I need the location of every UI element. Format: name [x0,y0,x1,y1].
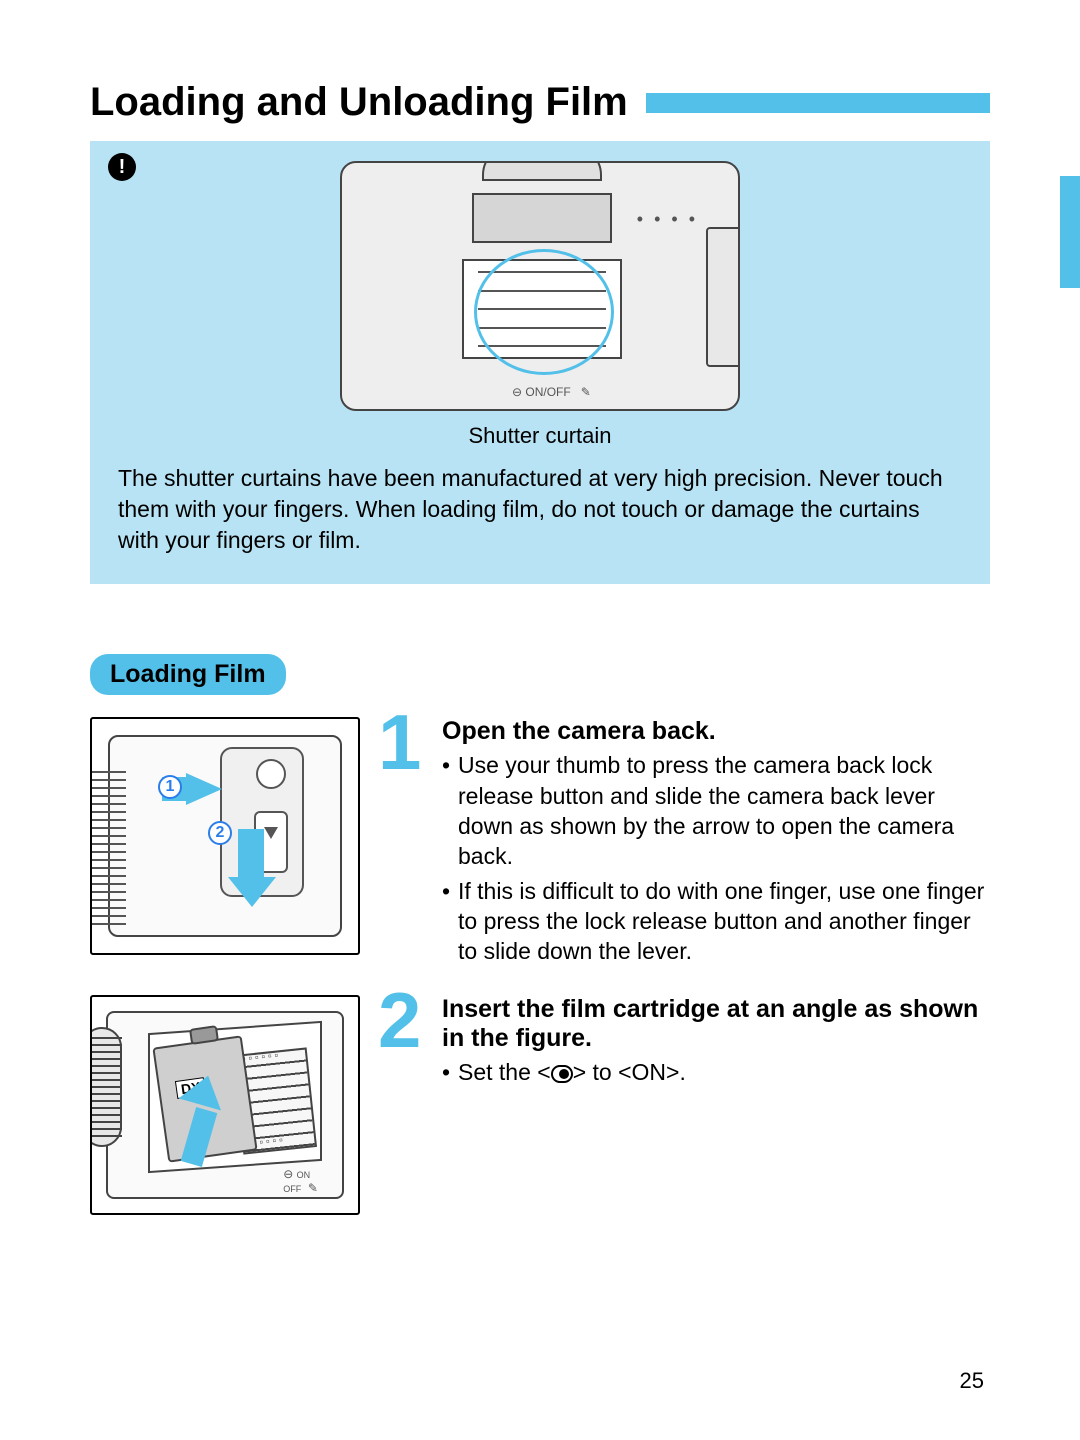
shutter-curtain-figure: • • • • ⊖ ON/OFF ✎ Shutter curtain [118,161,962,463]
step-1-figure: 1 2 [90,717,360,955]
manual-page: Loading and Unloading Film ! • • • • ⊖ O… [0,0,1080,1440]
step-1-title: Open the camera back. [442,717,990,746]
loading-film-section: Loading Film 1 2 [90,654,990,1215]
caution-icon: ! [108,153,136,181]
marker-2: 2 [208,821,232,845]
page-title: Loading and Unloading Film [90,80,628,125]
step-2-bullets: Set the <> to <ON>. [442,1057,990,1087]
page-title-row: Loading and Unloading Film [90,80,990,125]
step-1-bullets: Use your thumb to press the camera back … [442,750,990,967]
shutter-highlight-circle [474,249,614,375]
step-2-bullet-1: Set the <> to <ON>. [442,1057,990,1087]
step-2: ▫▫▫▫▫▫ ▫▫▫▫▫▫▫ DX ⊖ ONOFF ✎ 2 Insert the… [90,995,990,1215]
section-label: Loading Film [90,654,286,695]
marker-1: 1 [158,775,182,799]
camera-back-diagram: • • • • ⊖ ON/OFF ✎ [340,161,740,411]
page-number: 25 [960,1368,984,1394]
arrow-2-icon [238,829,264,879]
figure-caption: Shutter curtain [468,423,611,449]
step-1: 1 2 1 Open the camera back. Use your thu… [90,717,990,971]
power-switch-icon [551,1065,573,1083]
section-tab [1060,176,1080,288]
caution-box: ! • • • • ⊖ ON/OFF ✎ Shutter curtain The… [90,141,990,584]
caution-icon-glyph: ! [119,157,126,177]
step-1-bullet-2: If this is difficult to do with one fing… [442,876,990,967]
caution-body-text: The shutter curtains have been manufactu… [118,463,962,556]
step-number-1: 1 [378,703,421,781]
step-2-figure: ▫▫▫▫▫▫ ▫▫▫▫▫▫▫ DX ⊖ ONOFF ✎ [90,995,360,1215]
step-number-2: 2 [378,981,421,1059]
step-2-title: Insert the film cartridge at an angle as… [442,995,990,1053]
step-1-bullet-1: Use your thumb to press the camera back … [442,750,990,871]
title-accent-bar [646,93,990,113]
